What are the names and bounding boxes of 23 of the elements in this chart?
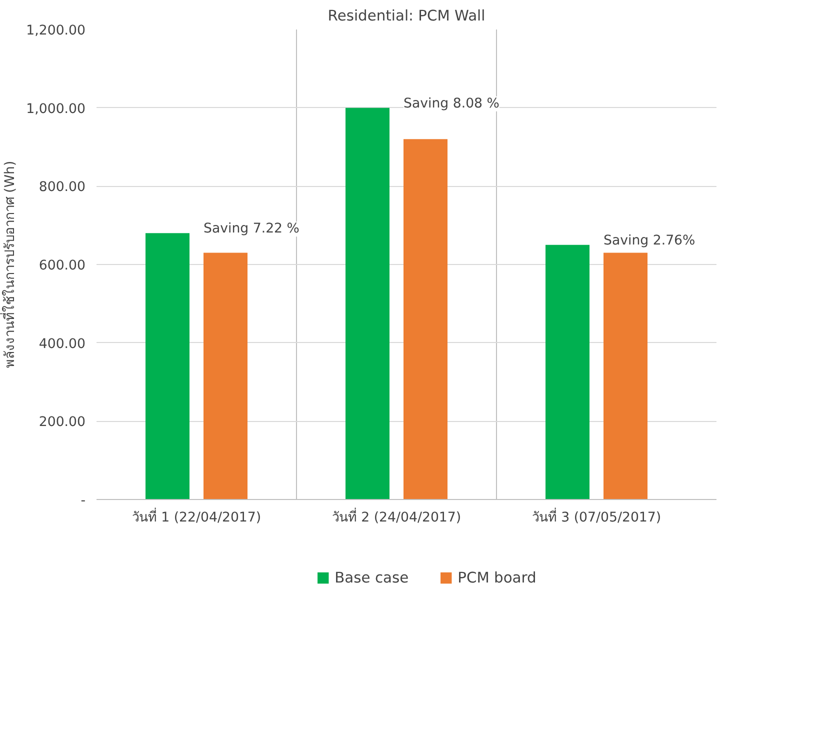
- legend-label: PCM board: [458, 569, 536, 586]
- annotation: Saving 8.08 %: [404, 96, 500, 112]
- y-tick-label: 1,200.00: [26, 24, 86, 38]
- x-tick-label: วันที่ 2 (24/04/2017): [332, 508, 462, 526]
- y-axis-title: พลังงานที่ใช้ในการปรับอากาศ (Wh): [0, 160, 18, 368]
- bar: [204, 252, 248, 500]
- x-tick-label: วันที่ 3 (07/05/2017): [532, 508, 662, 526]
- bar: [404, 139, 448, 500]
- y-tick-label: 800.00: [38, 180, 86, 196]
- bar: [346, 108, 390, 500]
- y-tick-label: 400.00: [38, 336, 86, 352]
- y-tick-label: 1,000.00: [26, 102, 86, 117]
- y-tick-label: 200.00: [38, 415, 86, 430]
- y-tick-label: -: [80, 494, 86, 508]
- x-tick-label: วันที่ 1 (22/04/2017): [132, 508, 262, 526]
- bar: [546, 244, 590, 500]
- bar: [146, 233, 190, 500]
- bar: [604, 252, 648, 500]
- chart-title: Residential: PCM Wall: [328, 8, 486, 24]
- annotation: Saving 2.76%: [604, 233, 696, 248]
- annotation: Saving 7.22 %: [204, 222, 300, 237]
- legend-label: Base case: [334, 569, 409, 586]
- y-tick-label: 600.00: [38, 258, 86, 274]
